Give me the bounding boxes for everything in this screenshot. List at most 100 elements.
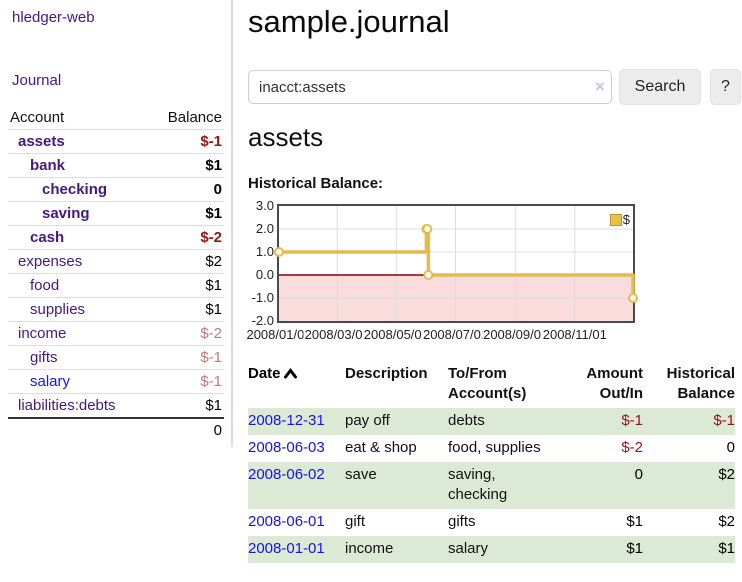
balance-header: Historical Balance [666,365,735,402]
chart-legend: $ [609,212,630,227]
account-row-assets: assets $-1 [8,129,224,154]
account-balance: $-1 [200,349,222,366]
help-button[interactable]: ? [710,69,741,105]
transaction-date-link[interactable]: 2008-06-01 [248,513,325,530]
sidebar-item-journal[interactable]: Journal [12,72,62,89]
chart-y-tick-label: -1.0 [251,290,274,305]
sort-by-date-header[interactable]: Date [248,365,297,382]
account-balance: $-1 [200,373,222,390]
account-link-food[interactable]: food [30,277,60,294]
chart-plot-area: $ [274,204,638,323]
account-row-bank: bank $1 [8,153,224,178]
account-balance: $2 [205,253,222,270]
register-row: 2008-01-01 income salary $1 $1 [248,536,735,563]
legend-swatch-icon [609,213,622,226]
transaction-date-link[interactable]: 2008-12-31 [248,412,325,429]
account-link-salary[interactable]: salary [30,373,71,390]
accounts-total-value: 0 [213,422,222,439]
account-balance: $1 [205,277,222,294]
chart-x-tick-label: 2008/07/01 [421,327,490,342]
account-link-checking[interactable]: checking [42,181,108,198]
account-balance: $-1 [200,133,222,150]
transaction-amount: 0 [560,462,643,509]
account-row-salary: salary $-1 [8,369,224,394]
tofrom-header: To/From Account(s) [448,365,527,402]
register-row: 2008-12-31 pay off debts $-1 $-1 [248,408,735,435]
date-header-label: Date [248,365,281,382]
legend-label: $ [622,212,630,227]
search-form: × Search ? [248,69,742,105]
transaction-amount: $-2 [621,439,643,456]
clear-search-icon[interactable]: × [595,77,605,96]
transaction-description: gift [345,513,366,530]
chart-title: Historical Balance: [248,175,384,192]
register-row: 2008-06-02 save saving, checking 0 $2 [248,462,735,509]
transaction-balance: $2 [643,462,735,509]
account-link-assets[interactable]: assets [18,133,65,150]
chart-y-tick-label: 0.0 [255,267,274,282]
historical-balance-chart: $ 3.0 2.0 1.0 0.0 -1.0 -2.0 2008/01/01 2008/03/… [245,196,742,348]
accounts-header-account: Account [10,109,65,126]
account-row-liabilities-debts: liabilities:debts $1 [8,393,224,419]
transaction-accounts: gifts [448,513,476,530]
transaction-balance: $-1 [643,408,735,435]
transaction-balance: $2 [718,513,735,530]
search-button[interactable]: Search [619,69,701,105]
account-balance: $1 [205,397,222,414]
account-row-expenses: expenses $2 [8,249,224,274]
accounts-table-header: Account Balance [8,106,224,130]
account-link-income[interactable]: income [18,325,67,342]
account-link-saving[interactable]: saving [42,205,90,222]
transaction-balance: 0 [726,439,735,456]
description-header: Description [345,365,428,382]
sort-ascending-icon [283,368,297,379]
chart-x-tick-label: 2008/01/01 [245,327,313,342]
accounts-total-row: 0 [8,418,224,442]
transaction-accounts: food, supplies [448,439,541,456]
transaction-description: eat & shop [345,439,417,456]
accounts-header-balance: Balance [167,109,222,126]
transaction-description: pay off [345,408,448,435]
transaction-balance: $1 [643,536,735,563]
account-link-cash[interactable]: cash [30,229,65,246]
page-title: sample.journal [248,4,450,39]
chart-y-tick-label: -2.0 [251,313,274,328]
account-link-liabilities-debts[interactable]: liabilities:debts [18,397,116,414]
transaction-date-link[interactable]: 2008-06-02 [248,466,325,483]
account-row-food: food $1 [8,273,224,298]
account-link-bank[interactable]: bank [30,157,66,174]
account-row-checking: checking 0 [8,177,224,202]
chart-x-tick-label: 2008/09/01 [482,327,550,342]
transaction-amount: $-1 [560,408,643,435]
main-panel: sample.journal × Search ? assets Histori… [245,0,742,582]
account-row-saving: saving $1 [8,201,224,226]
app-brand-link[interactable]: hledger-web [12,9,95,26]
transaction-accounts: salary [448,536,560,563]
register-row: 2008-06-01 gift gifts $1 $2 [248,509,735,536]
transaction-description: income [345,536,448,563]
account-balance: 0 [213,181,222,198]
chart-y-tick-label: 2.0 [255,221,274,236]
account-balance: $1 [205,301,222,318]
transaction-accounts: debts [448,408,560,435]
account-link-gifts[interactable]: gifts [30,349,58,366]
account-balance: $1 [205,205,222,222]
chart-x-tick-label: 2008/11/01 [541,327,608,342]
transaction-amount: $1 [626,513,643,530]
account-balance: $-2 [200,229,222,246]
account-link-supplies[interactable]: supplies [30,301,86,318]
amount-header: Amount Out/In [586,365,643,402]
account-link-expenses[interactable]: expenses [18,253,83,270]
chart-x-tick-label: 2008/05/01 [362,327,430,342]
transaction-description: save [345,462,448,509]
account-heading: assets [248,122,324,152]
transaction-accounts: saving, checking [448,462,560,509]
transaction-date-link[interactable]: 2008-01-01 [248,540,325,557]
account-row-supplies: supplies $1 [8,297,224,322]
search-input[interactable] [248,70,612,104]
sidebar: hledger-web Journal Account Balance asse… [8,0,232,442]
account-row-income: income $-2 [8,321,224,346]
transaction-amount: $1 [560,536,643,563]
chart-x-tick-label: 2008/03/01 [303,327,371,342]
transaction-date-link[interactable]: 2008-06-03 [248,439,325,456]
